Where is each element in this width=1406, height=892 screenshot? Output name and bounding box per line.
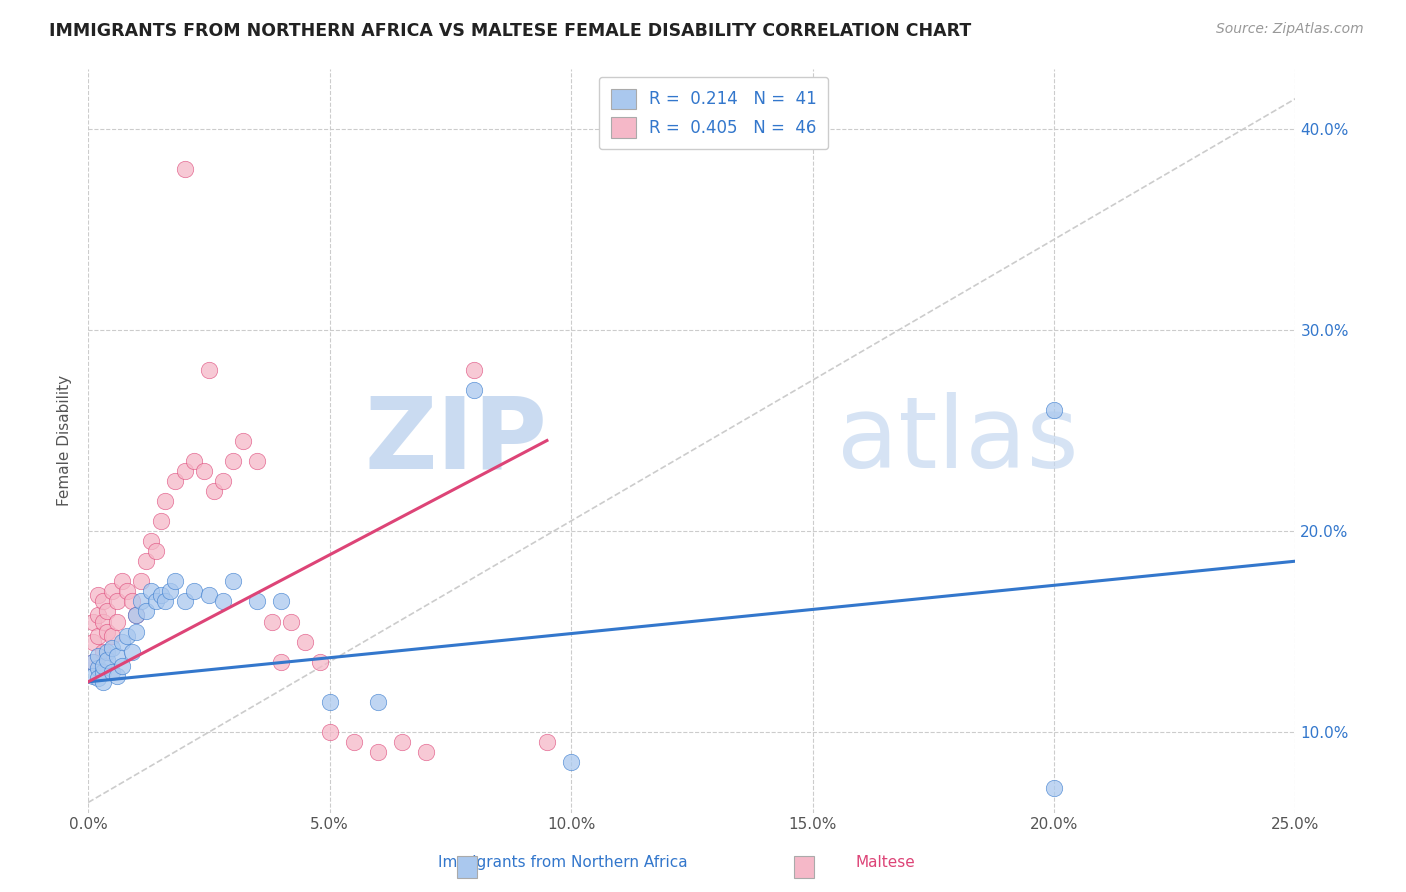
Point [145, 594, 167, 608]
Point [415, 745, 437, 759]
Point [115, 629, 138, 643]
Point [139, 584, 162, 599]
Point [246, 594, 269, 608]
Point [1043, 781, 1066, 796]
Point [125, 608, 148, 623]
Point [222, 574, 245, 589]
Point [87, 661, 110, 675]
Legend: R =  0.214   N =  41, R =  0.405   N =  46: R = 0.214 N = 41, R = 0.405 N = 46 [599, 77, 828, 149]
Point [101, 665, 124, 679]
Point [367, 695, 389, 709]
Point [183, 453, 205, 467]
Text: ZIP: ZIP [364, 392, 547, 489]
Point [560, 756, 582, 770]
Point [105, 648, 128, 663]
Point [87, 648, 110, 663]
Point [318, 695, 340, 709]
Point [309, 655, 332, 669]
Point [212, 474, 235, 488]
Text: Maltese: Maltese [856, 855, 915, 870]
Point [343, 735, 366, 749]
Point [82, 655, 104, 669]
Point [222, 453, 245, 467]
Point [198, 588, 221, 602]
Point [87, 671, 110, 685]
Point [183, 584, 205, 599]
Point [202, 483, 225, 498]
Point [294, 634, 316, 648]
Point [149, 514, 172, 528]
Point [87, 588, 110, 602]
Point [463, 384, 485, 398]
Point [198, 363, 221, 377]
Point [82, 655, 104, 669]
Point [165, 474, 187, 488]
Point [101, 584, 124, 599]
Point [135, 554, 157, 568]
Point [111, 574, 134, 589]
Point [129, 574, 152, 589]
Point [115, 584, 138, 599]
Point [135, 604, 157, 618]
Text: atlas: atlas [837, 392, 1078, 489]
Point [159, 584, 181, 599]
Point [82, 634, 104, 648]
Point [91, 594, 114, 608]
Point [105, 594, 128, 608]
Y-axis label: Female Disability: Female Disability [58, 375, 72, 506]
Point [125, 608, 148, 623]
Point [91, 615, 114, 629]
Point [111, 634, 134, 648]
Point [212, 594, 235, 608]
Point [91, 665, 114, 679]
Point [155, 493, 177, 508]
Point [173, 162, 195, 177]
Point [463, 363, 485, 377]
Point [96, 653, 118, 667]
Point [101, 640, 124, 655]
Point [91, 658, 114, 673]
Point [121, 645, 143, 659]
Point [367, 745, 389, 759]
Point [91, 645, 114, 659]
Text: Source: ZipAtlas.com: Source: ZipAtlas.com [1216, 22, 1364, 37]
Point [318, 725, 340, 739]
Point [105, 669, 128, 683]
Point [111, 658, 134, 673]
Point [145, 544, 167, 558]
Point [391, 735, 413, 749]
Point [96, 604, 118, 618]
Point [270, 655, 292, 669]
Point [173, 464, 195, 478]
Text: IMMIGRANTS FROM NORTHERN AFRICA VS MALTESE FEMALE DISABILITY CORRELATION CHART: IMMIGRANTS FROM NORTHERN AFRICA VS MALTE… [49, 22, 972, 40]
Point [87, 629, 110, 643]
Point [105, 615, 128, 629]
Point [87, 608, 110, 623]
Point [246, 453, 269, 467]
Point [536, 735, 558, 749]
Point [193, 464, 215, 478]
Point [149, 588, 172, 602]
Point [1043, 403, 1066, 417]
Point [173, 594, 195, 608]
Point [121, 594, 143, 608]
Point [139, 534, 162, 549]
Point [96, 645, 118, 659]
Point [165, 574, 187, 589]
Point [82, 669, 104, 683]
Text: Immigrants from Northern Africa: Immigrants from Northern Africa [437, 855, 688, 870]
Point [91, 674, 114, 689]
Point [270, 594, 292, 608]
Point [260, 615, 283, 629]
Point [129, 594, 152, 608]
Point [125, 624, 148, 639]
Point [96, 624, 118, 639]
Point [101, 629, 124, 643]
Point [280, 615, 302, 629]
Point [82, 615, 104, 629]
Point [232, 434, 254, 448]
Point [155, 594, 177, 608]
